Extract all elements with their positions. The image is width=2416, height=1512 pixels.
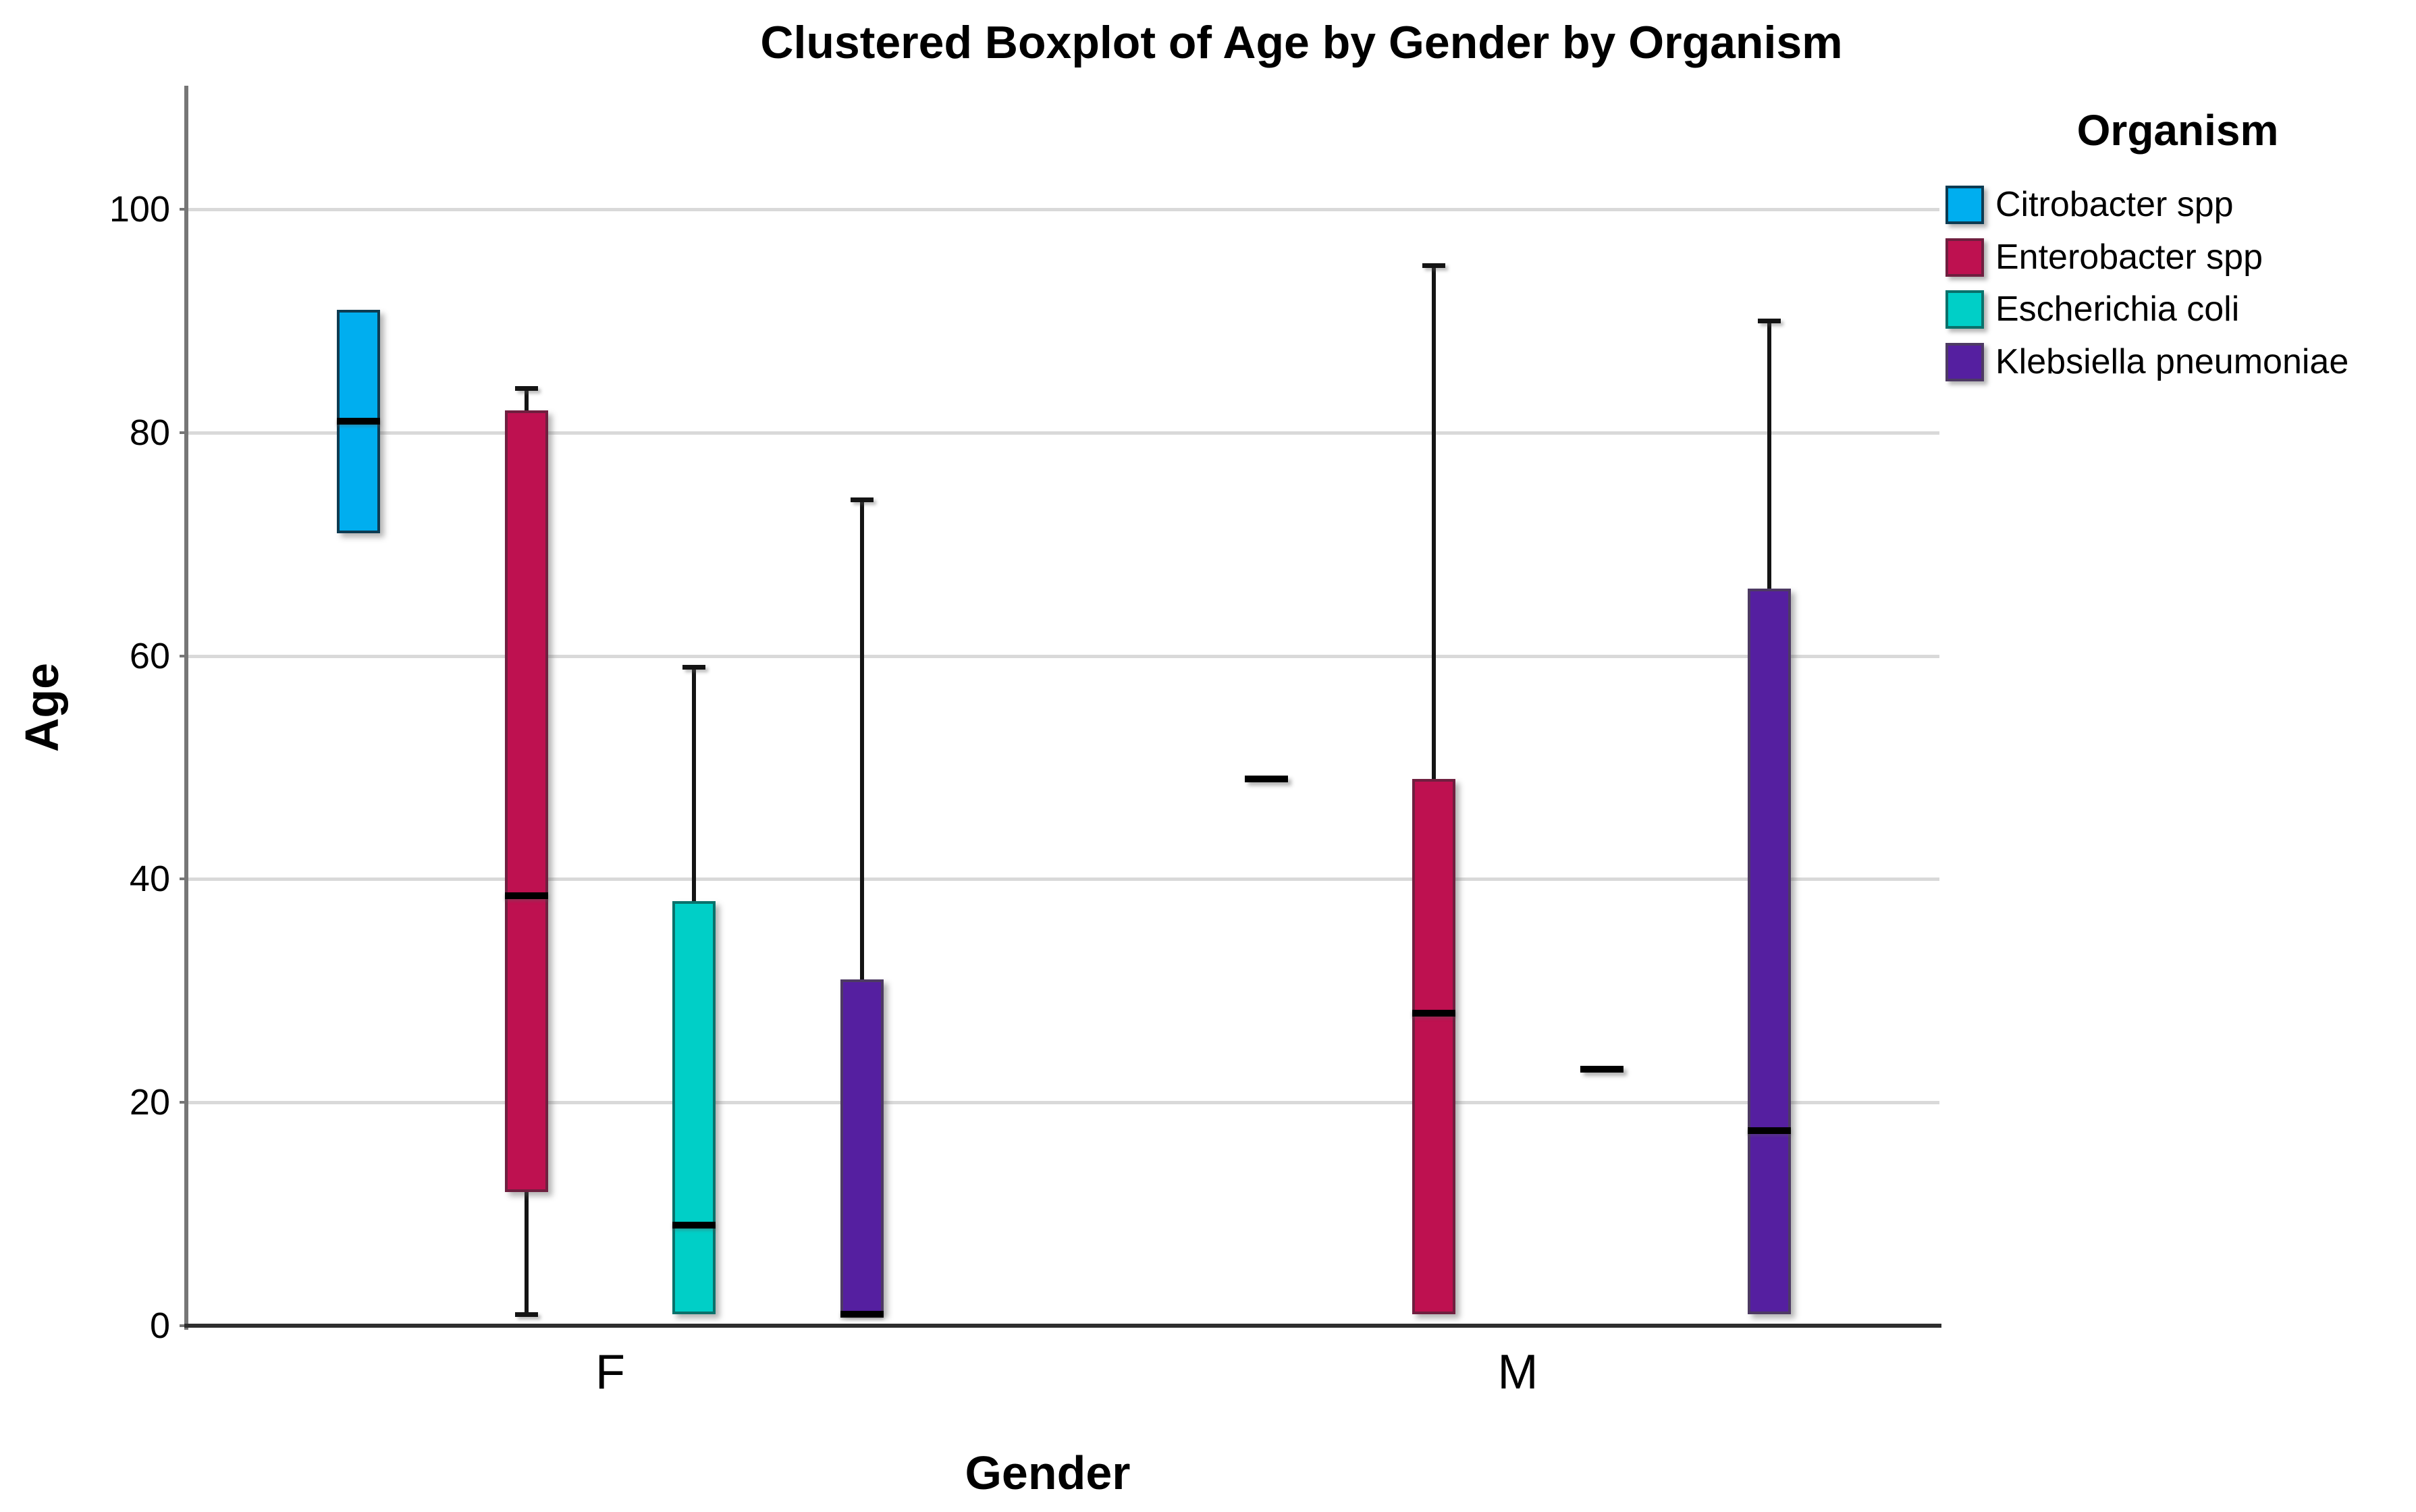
- x-category-label-f: F: [595, 1345, 625, 1399]
- y-tick-60: [180, 654, 188, 657]
- whisker-low-enterobacter-spp-f: [524, 1191, 529, 1315]
- y-tick-0: [180, 1324, 188, 1327]
- legend-item-citrobacter-spp: Citrobacter spp: [1945, 186, 2234, 224]
- whisker-high-klebsiella-pneumoniae-m: [1767, 321, 1772, 589]
- whisker-cap-low-enterobacter-spp-f: [514, 1312, 538, 1318]
- y-tick-20: [180, 1101, 188, 1104]
- y-tick-label-80: 80: [129, 412, 170, 453]
- y-tick-label-0: 0: [149, 1305, 170, 1346]
- median-line-enterobacter-spp-f: [504, 892, 548, 900]
- median-line-enterobacter-spp-m: [1412, 1009, 1456, 1017]
- gridline-y-20: [188, 1101, 1939, 1105]
- x-category-label-m: M: [1497, 1345, 1538, 1399]
- legend-swatch-klebsiella-pneumoniae: [1945, 343, 1984, 382]
- whisker-high-enterobacter-spp-m: [1432, 265, 1437, 779]
- whisker-high-enterobacter-spp-f: [524, 387, 529, 410]
- median-dash-escherichia-coli-m: [1580, 1065, 1623, 1073]
- median-line-klebsiella-pneumoniae-m: [1748, 1127, 1792, 1134]
- gridline-y-60: [188, 654, 1939, 658]
- legend-swatch-escherichia-coli: [1945, 290, 1984, 329]
- whisker-cap-high-enterobacter-spp-f: [514, 385, 538, 391]
- whisker-cap-high-klebsiella-pneumoniae-f: [850, 497, 874, 503]
- box-klebsiella-pneumoniae-m: [1748, 589, 1792, 1315]
- median-line-citrobacter-spp-f: [337, 418, 381, 425]
- y-axis-line: [184, 86, 188, 1330]
- box-escherichia-coli-f: [672, 901, 716, 1315]
- legend-item-escherichia-coli: Escherichia coli: [1945, 290, 2239, 329]
- legend-label-enterobacter-spp: Enterobacter spp: [1995, 237, 2263, 277]
- y-tick-100: [180, 208, 188, 211]
- y-tick-label-20: 20: [129, 1082, 170, 1123]
- box-enterobacter-spp-f: [504, 410, 548, 1192]
- median-line-escherichia-coli-f: [672, 1222, 716, 1229]
- x-axis-line: [184, 1324, 1941, 1328]
- y-tick-label-40: 40: [129, 859, 170, 900]
- gridline-y-80: [188, 431, 1939, 435]
- legend-swatch-enterobacter-spp: [1945, 238, 1984, 277]
- y-tick-80: [180, 431, 188, 434]
- legend-label-escherichia-coli: Escherichia coli: [1995, 290, 2240, 329]
- legend-label-citrobacter-spp: Citrobacter spp: [1995, 185, 2234, 224]
- gridline-y-40: [188, 878, 1939, 882]
- median-dash-citrobacter-spp-m: [1244, 775, 1288, 782]
- y-tick-label-60: 60: [129, 635, 170, 676]
- chart-title: Clustered Boxplot of Age by Gender by Or…: [760, 17, 1843, 68]
- whisker-cap-high-enterobacter-spp-m: [1422, 263, 1446, 268]
- legend-item-klebsiella-pneumoniae: Klebsiella pneumoniae: [1945, 342, 2349, 382]
- whisker-cap-high-escherichia-coli-f: [682, 665, 706, 670]
- legend-item-enterobacter-spp: Enterobacter spp: [1945, 238, 2263, 277]
- box-enterobacter-spp-m: [1412, 778, 1456, 1315]
- whisker-high-escherichia-coli-f: [692, 667, 697, 902]
- gridline-y-100: [188, 208, 1939, 211]
- x-axis-title: Gender: [965, 1447, 1131, 1499]
- whisker-high-klebsiella-pneumoniae-f: [859, 500, 864, 980]
- legend-label-klebsiella-pneumoniae: Klebsiella pneumoniae: [1995, 342, 2349, 382]
- y-tick-label-100: 100: [109, 189, 170, 230]
- whisker-cap-high-klebsiella-pneumoniae-m: [1758, 319, 1781, 324]
- legend-swatch-citrobacter-spp: [1945, 186, 1984, 224]
- box-klebsiella-pneumoniae-f: [840, 979, 884, 1315]
- y-tick-40: [180, 878, 188, 881]
- median-line-klebsiella-pneumoniae-f: [840, 1311, 884, 1318]
- legend-title: Organism: [2076, 106, 2279, 155]
